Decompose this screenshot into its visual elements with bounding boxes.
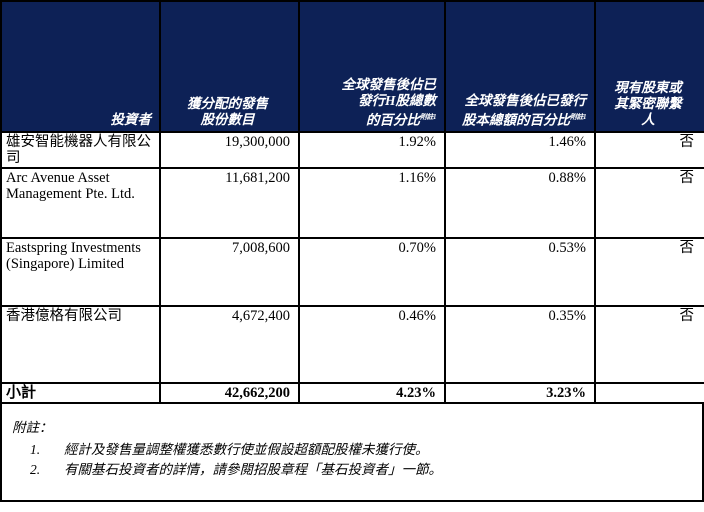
pct-h-shares-value: 0.70% xyxy=(298,237,446,307)
investor-name: Eastspring Investments (Singapore) Limit… xyxy=(0,237,161,307)
investor-name: 雄安智能機器人有限公司 xyxy=(0,131,161,169)
footnote-item: 1. 經計及發售量調整權獲悉數行使並假設超額配股權未獲行使。 xyxy=(12,440,694,460)
subtotal-existing-shareholder xyxy=(594,382,704,404)
pct-h-shares-value: 0.46% xyxy=(298,305,446,384)
header-line: 投資者 xyxy=(110,112,152,127)
header-line: 股本總額的百分比附註1 xyxy=(462,112,587,127)
footnote-number: 1. xyxy=(30,442,41,457)
footnote-number: 2. xyxy=(30,462,41,477)
cornerstone-investors-table: 投資者 獲分配的發售 股份數目 全球發售後佔已 發行H股總數 的百分比附註1 全… xyxy=(0,0,704,404)
pct-h-shares-value: 1.16% xyxy=(298,167,446,239)
existing-shareholder-value: 否 xyxy=(594,237,704,307)
existing-shareholder-value: 否 xyxy=(594,305,704,384)
header-line: 的百分比附註1 xyxy=(366,112,437,127)
header-existing-shareholder: 現有股東或 其緊密聯繫 人 xyxy=(594,0,704,133)
header-line: 獲分配的發售 xyxy=(187,96,268,111)
allocated-shares-value: 11,681,200 xyxy=(159,167,300,239)
header-allocated-offer-shares: 獲分配的發售 股份數目 xyxy=(159,0,300,133)
table-row: Eastspring Investments (Singapore) Limit… xyxy=(0,237,704,307)
header-line: 發行H股總數 xyxy=(357,92,436,108)
header-investor: 投資者 xyxy=(0,0,161,133)
header-line: 現有股東或 xyxy=(614,80,682,95)
investor-name: Arc Avenue Asset Management Pte. Ltd. xyxy=(0,167,161,239)
subtotal-pct-h-shares: 4.23% xyxy=(298,382,446,404)
pct-total-capital-value: 0.53% xyxy=(444,237,596,307)
header-line: 全球發售後佔已 xyxy=(341,76,437,92)
header-pct-of-total-share-capital: 全球發售後佔已發行 股本總額的百分比附註1 xyxy=(444,0,596,133)
header-pct-of-h-shares: 全球發售後佔已 發行H股總數 的百分比附註1 xyxy=(298,0,446,133)
footnote-text: 有關基石投資者的詳情，請參閱招股章程「基石投資者」一節。 xyxy=(64,462,442,477)
footnotes-title: 附註： xyxy=(12,420,53,435)
pct-h-shares-value: 1.92% xyxy=(298,131,446,169)
header-line: 人 xyxy=(641,112,655,127)
footnote-item: 2. 有關基石投資者的詳情，請參閱招股章程「基石投資者」一節。 xyxy=(12,460,694,480)
subtotal-shares: 42,662,200 xyxy=(159,382,300,404)
footnote-text: 經計及發售量調整權獲悉數行使並假設超額配股權未獲行使。 xyxy=(64,442,429,457)
table-row: Arc Avenue Asset Management Pte. Ltd. 11… xyxy=(0,167,704,239)
pct-total-capital-value: 0.35% xyxy=(444,305,596,384)
header-line: 全球發售後佔已發行 xyxy=(464,92,587,108)
allocated-shares-value: 7,008,600 xyxy=(159,237,300,307)
table-row: 香港億格有限公司 4,672,400 0.46% 0.35% 否 xyxy=(0,305,704,384)
footnote-reference: 附註1 xyxy=(420,112,437,121)
table-row: 雄安智能機器人有限公司 19,300,000 1.92% 1.46% 否 xyxy=(0,131,704,169)
table-header-row: 投資者 獲分配的發售 股份數目 全球發售後佔已 發行H股總數 的百分比附註1 全… xyxy=(0,0,704,133)
pct-total-capital-value: 1.46% xyxy=(444,131,596,169)
existing-shareholder-value: 否 xyxy=(594,167,704,239)
header-line: 股份數目 xyxy=(200,112,255,127)
footnote-reference: 附註1 xyxy=(570,112,587,121)
subtotal-row: 小計 42,662,200 4.23% 3.23% xyxy=(0,382,704,404)
allocated-shares-value: 19,300,000 xyxy=(159,131,300,169)
subtotal-label: 小計 xyxy=(0,382,161,404)
existing-shareholder-value: 否 xyxy=(594,131,704,169)
investor-name: 香港億格有限公司 xyxy=(0,305,161,384)
allocated-shares-value: 4,672,400 xyxy=(159,305,300,384)
footnotes-section: 附註： 1. 經計及發售量調整權獲悉數行使並假設超額配股權未獲行使。 2. 有關… xyxy=(0,404,704,502)
header-line: 其緊密聯繫 xyxy=(614,96,682,111)
subtotal-pct-total-capital: 3.23% xyxy=(444,382,596,404)
pct-total-capital-value: 0.88% xyxy=(444,167,596,239)
